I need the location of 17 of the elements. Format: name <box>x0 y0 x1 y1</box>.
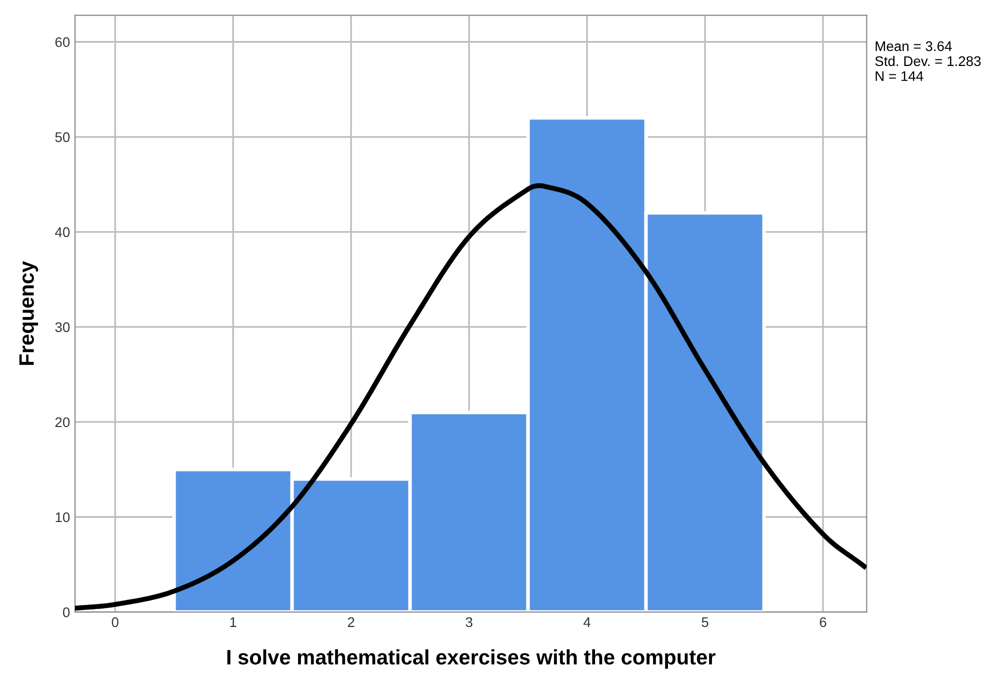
x-tick-label: 1 <box>230 617 236 627</box>
x-tick-label: 6 <box>820 617 826 628</box>
y-tick-label: 0 <box>62 607 70 618</box>
y-tick-label: 30 <box>55 322 70 332</box>
y-axis-title: Frequency <box>19 261 38 365</box>
y-tick-label: 40 <box>55 227 70 238</box>
y-tick-label: 50 <box>55 132 70 142</box>
x-tick-label: 2 <box>348 617 354 627</box>
y-tick-label: 60 <box>55 37 70 48</box>
y-tick-label: 20 <box>55 417 70 428</box>
x-tick-label: 5 <box>702 617 708 628</box>
x-tick-label: 0 <box>112 617 118 628</box>
text: Mean = 3.64 Std. Dev. = 1.283 N = 144 <box>875 41 981 81</box>
y-tick-label: 10 <box>56 512 70 522</box>
x-axis-title: I solve mathematical exercises with the computer <box>227 649 716 669</box>
x-tick-label: 4 <box>584 617 590 627</box>
x-tick-label: 3 <box>466 617 472 628</box>
